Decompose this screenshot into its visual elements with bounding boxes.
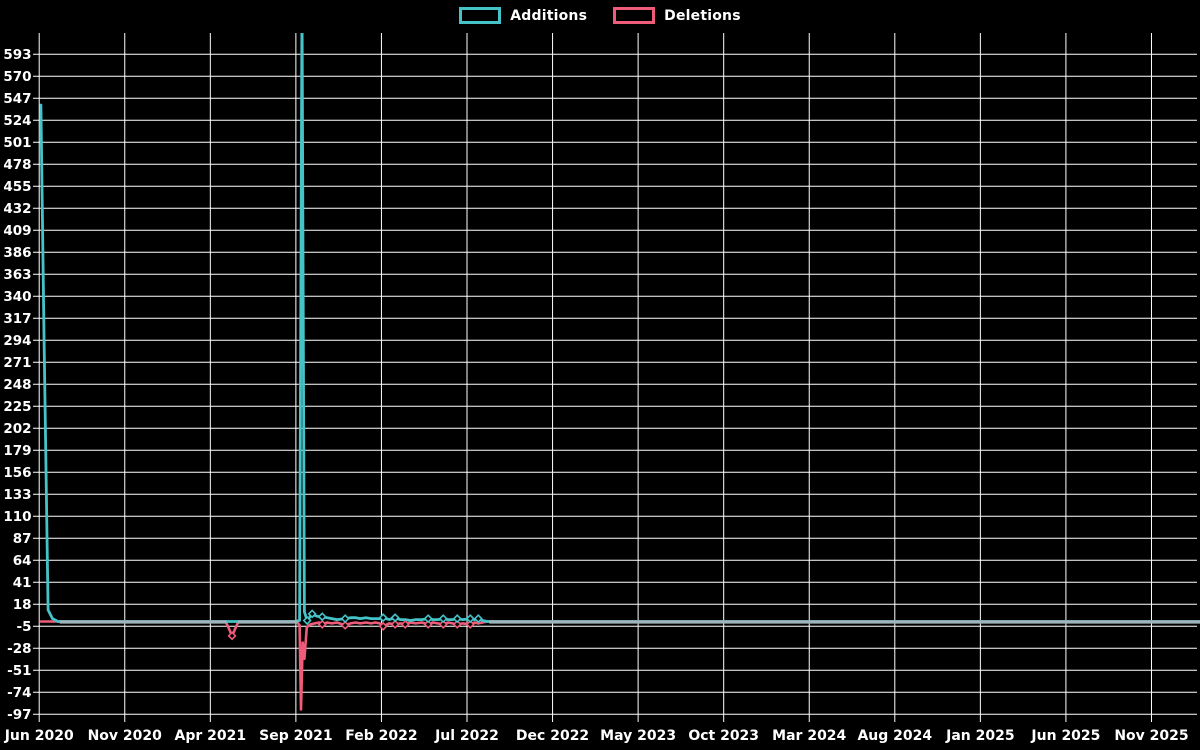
deletions-marker [378,621,388,631]
y-tick-label: -5 [17,619,32,635]
x-tick-label: Oct 2023 [688,728,759,744]
y-tick-label: 501 [3,135,31,151]
deletions-marker [340,620,350,630]
y-tick-label: 386 [3,245,31,261]
y-tick-label: 225 [3,399,31,415]
y-tick-label: 110 [3,509,31,525]
legend-label-deletions: Deletions [664,7,741,24]
deletions-marker [465,619,475,629]
x-tick-label: Mar 2024 [772,728,846,744]
y-tick-label: 593 [3,47,31,63]
deletions-marker [227,631,237,641]
y-tick-label: 41 [13,575,32,591]
x-tick-label: Jan 2025 [945,728,1014,744]
additions-swatch-icon [459,7,502,24]
y-tick-label: -28 [7,641,31,657]
additions-marker [465,614,475,624]
deletions-marker [400,619,410,629]
additions-marker [473,614,483,624]
y-tick-label: 547 [3,91,31,107]
additions-marker [390,613,400,623]
x-tick-label: Nov 2025 [1114,728,1188,744]
y-tick-label: 340 [3,289,31,305]
x-tick-label: Aug 2024 [857,728,932,744]
y-tick-label: 248 [3,377,31,393]
deletions-marker [438,619,448,629]
legend-item-additions[interactable]: Additions [459,7,587,24]
y-tick-label: 317 [3,311,31,327]
x-tick-label: Jun 2020 [4,728,74,744]
legend-label-additions: Additions [510,7,588,24]
deletions-swatch-icon [613,7,656,24]
y-tick-label: -97 [7,707,31,723]
additions-marker [340,614,350,624]
y-tick-label: 294 [3,333,31,349]
series-group [39,33,1200,711]
deletions-marker [452,619,462,629]
x-tick-label: Dec 2022 [516,728,589,744]
x-tick-label: Apr 2021 [175,728,247,744]
deletions-marker [423,619,433,629]
y-tick-label: -51 [7,663,31,679]
y-tick-label: 202 [3,421,31,437]
x-tick-label: Feb 2022 [345,728,417,744]
additions-marker [317,612,327,622]
deletions-line [39,620,1200,711]
additions-marker [452,614,462,624]
deletions-marker [390,619,400,629]
y-tick-label: 156 [3,465,31,481]
legend-item-deletions[interactable]: Deletions [613,7,741,24]
additions-marker [302,616,312,626]
y-tick-label: 432 [3,201,31,217]
additions-marker [378,613,388,623]
y-tick-label: 363 [3,267,31,283]
y-tick-label: 478 [3,157,31,173]
y-tick-label: 87 [13,531,32,547]
additions-marker [423,614,433,624]
chart-legend: Additions Deletions [0,7,1200,24]
y-tick-label: 524 [3,113,31,129]
y-tick-label: 18 [13,597,32,613]
y-tick-label: 179 [3,443,31,459]
y-tick-label: 133 [3,487,31,503]
deletions-marker [317,619,327,629]
x-tick-label: Nov 2020 [88,728,163,744]
additions-line [39,33,1200,623]
additions-marker [438,614,448,624]
additions-marker [307,609,317,619]
x-tick-label: Jun 2025 [1030,728,1100,744]
y-tick-label: 271 [3,355,31,371]
x-tick-label: Jul 2022 [434,728,499,744]
y-tick-label: 409 [3,223,31,239]
y-tick-label: -74 [7,685,31,701]
y-tick-label: 64 [13,553,32,569]
y-tick-label: 570 [3,69,31,85]
y-tick-label: 455 [3,179,31,195]
x-tick-label: Sep 2021 [259,728,332,744]
x-tick-label: May 2023 [600,728,676,744]
